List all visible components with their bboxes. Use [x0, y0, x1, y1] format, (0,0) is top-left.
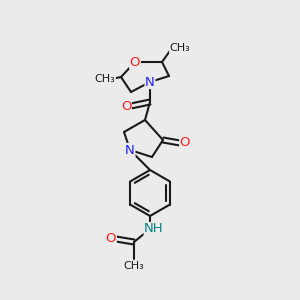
Text: O: O	[180, 136, 190, 149]
Text: O: O	[106, 232, 116, 244]
Text: CH₃: CH₃	[124, 261, 144, 271]
Text: N: N	[125, 143, 135, 157]
Text: N: N	[145, 76, 155, 88]
Text: CH₃: CH₃	[169, 43, 190, 53]
Text: O: O	[121, 100, 131, 112]
Text: NH: NH	[144, 223, 164, 236]
Text: O: O	[130, 56, 140, 68]
Text: CH₃: CH₃	[94, 74, 116, 84]
